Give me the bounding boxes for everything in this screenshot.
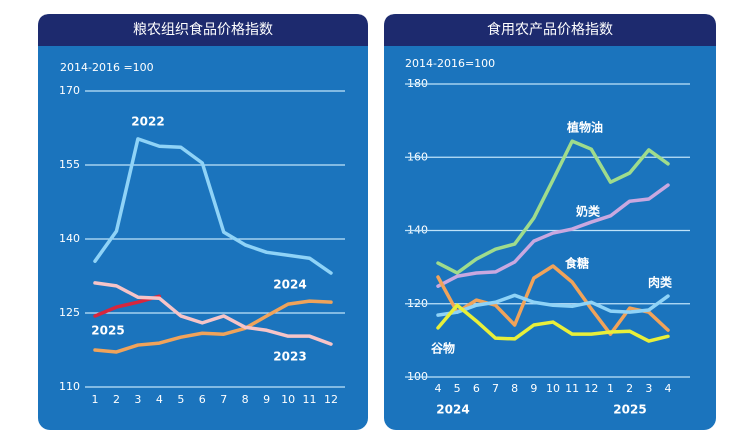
y-tick-label: 110 xyxy=(59,380,80,393)
x-tick-label: 2 xyxy=(113,393,120,406)
subtitle: 2014-2016 =100 xyxy=(60,61,154,74)
series-line xyxy=(436,264,670,336)
x-tick-label: 7 xyxy=(220,393,227,406)
x-tick-label: 8 xyxy=(242,393,249,406)
x-tick-label: 1 xyxy=(92,393,99,406)
y-tick-label: 170 xyxy=(59,84,80,97)
series-line xyxy=(436,293,670,317)
x-tick-label: 4 xyxy=(435,382,442,395)
series-line xyxy=(93,137,333,275)
x-tick-label: 12 xyxy=(584,382,598,395)
x-tick-label: 9 xyxy=(263,393,270,406)
series-label: 2024 xyxy=(273,278,306,292)
series-label: 奶类 xyxy=(576,204,601,219)
x-tick-label: 10 xyxy=(281,393,295,406)
x-tick-label: 3 xyxy=(134,393,141,406)
x-tick-label: 4 xyxy=(665,382,672,395)
series-label: 2022 xyxy=(131,115,164,129)
x-tick-label: 4 xyxy=(156,393,163,406)
x-tick-label: 1 xyxy=(607,382,614,395)
chart-title: 粮农组织食品价格指数 xyxy=(133,21,273,38)
series-label: 2023 xyxy=(273,350,306,364)
x-tick-label: 5 xyxy=(177,393,184,406)
series-line xyxy=(93,281,333,346)
series-label: 食糖 xyxy=(564,256,589,271)
x-tick-label: 3 xyxy=(645,382,652,395)
series-label: 植物油 xyxy=(566,120,603,135)
x-tick-label: 10 xyxy=(546,382,560,395)
series-line xyxy=(93,299,333,354)
series-label: 2025 xyxy=(91,324,124,338)
panel-header xyxy=(38,14,368,46)
panel xyxy=(38,14,368,430)
panel xyxy=(384,14,716,430)
series-label: 谷物 xyxy=(431,341,455,356)
x-tick-label: 9 xyxy=(530,382,537,395)
x-tick-label: 8 xyxy=(511,382,518,395)
series-line xyxy=(436,183,670,288)
chart-title: 食用农产品价格指数 xyxy=(487,21,613,38)
series-line xyxy=(436,303,670,343)
x-tick-label: 6 xyxy=(199,393,206,406)
x-tick-label: 5 xyxy=(454,382,461,395)
x-tick-label: 7 xyxy=(492,382,499,395)
x-group-label: 2024 xyxy=(436,403,469,417)
panel-header xyxy=(384,14,716,46)
subtitle: 2014-2016=100 xyxy=(405,57,495,70)
x-tick-label: 6 xyxy=(473,382,480,395)
x-tick-label: 11 xyxy=(565,382,579,395)
y-tick-label: 125 xyxy=(59,306,80,319)
series-line xyxy=(436,139,670,275)
x-tick-label: 11 xyxy=(303,393,317,406)
x-tick-label: 2 xyxy=(626,382,633,395)
y-tick-label: 140 xyxy=(59,232,80,245)
x-group-label: 2025 xyxy=(613,403,646,417)
y-tick-label: 155 xyxy=(59,158,80,171)
x-tick-label: 12 xyxy=(324,393,338,406)
series-label: 肉类 xyxy=(648,275,673,290)
